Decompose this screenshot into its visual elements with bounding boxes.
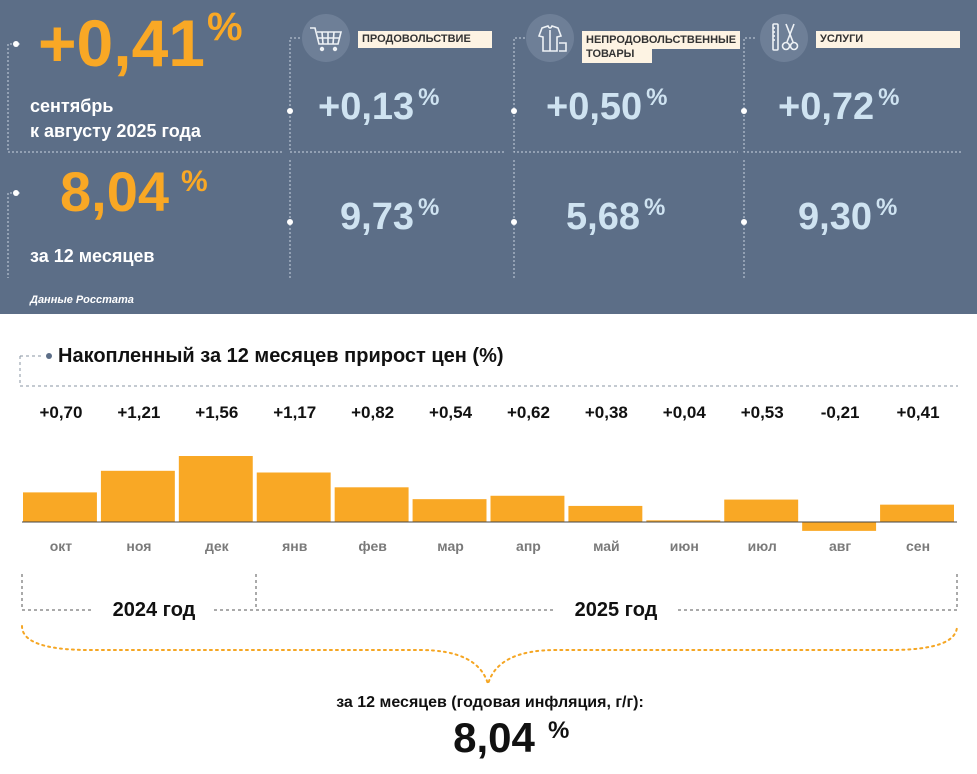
shopping-cart-icon (302, 14, 350, 62)
panel-guides (7, 37, 962, 278)
month-label-окт: окт (50, 538, 73, 554)
bar-сен (880, 504, 954, 522)
nonfood-monthly: +0,50% (546, 84, 668, 129)
bar-авг (802, 522, 877, 531)
source-note: Данные Росстата (30, 294, 134, 306)
food-annual-value: 9,73 (340, 196, 414, 238)
month-label-сен: сен (906, 538, 930, 554)
value-label-мар: +0,54 (429, 403, 473, 422)
monthly-inflation-value: +0,41 (38, 6, 205, 80)
food-monthly-pct: % (418, 84, 440, 111)
monthly-caption-line2: к августу 2025 года (30, 121, 201, 141)
value-label-дек: +1,56 (195, 403, 238, 422)
services-monthly-pct: % (878, 84, 900, 111)
food-annual: 9,73% (340, 194, 440, 239)
bar-июн (646, 520, 721, 522)
clothing-icon (526, 14, 574, 62)
value-label-июл: +0,53 (741, 403, 784, 422)
bar-мар (412, 499, 487, 522)
month-label-апр: апр (516, 538, 541, 554)
month-labels: окт ноя дек янв фев мар апр май июн июл авг сен (50, 538, 930, 554)
month-label-дек: дек (205, 538, 230, 554)
bar-янв (256, 472, 331, 522)
annual-caption: за 12 месяцев (30, 246, 155, 266)
services-monthly: +0,72% (778, 84, 900, 129)
value-label-янв: +1,17 (273, 403, 316, 422)
year-label-2024: 2024 год (113, 599, 196, 621)
title-guide (19, 355, 958, 387)
month-label-авг: авг (829, 538, 851, 554)
monthly-inflation: +0,41% (38, 5, 243, 90)
services-annual: 9,30% (798, 194, 898, 239)
month-label-ноя: ноя (126, 538, 151, 554)
month-label-июл: июл (748, 538, 777, 554)
monthly-inflation-chart: Накопленный за 12 месяцев прирост цен (%… (19, 345, 958, 761)
month-label-мар: мар (437, 538, 464, 554)
nonfood-annual-pct: % (643, 194, 666, 221)
bar-апр (490, 495, 565, 522)
bar-май (568, 505, 643, 522)
annual-inflation: 8,04% (60, 160, 208, 234)
annual-inflation-value: 8,04 (60, 160, 169, 223)
value-label-окт: +0,70 (39, 403, 82, 422)
value-labels: +0,70 +1,21 +1,56 +1,17 +0,82 +0,54 +0,62 +0,38… (39, 403, 939, 422)
bar-фев (334, 487, 409, 522)
category-nonfood-label-line1: НЕПРОДОВОЛЬСТВЕННЫЕ (586, 34, 737, 46)
value-label-июн: +0,04 (663, 403, 707, 422)
summary-pct: % (548, 717, 569, 744)
year-label-2025: 2025 год (575, 599, 658, 621)
food-annual-pct: % (417, 194, 440, 221)
bar-дек (178, 456, 253, 522)
food-monthly: +0,13% (318, 84, 440, 129)
summary-brace (21, 625, 958, 688)
monthly-caption: сентябрь к августу 2025 года (30, 94, 201, 144)
scissors-comb-icon (760, 14, 808, 62)
month-label-фев: фев (358, 538, 387, 554)
month-label-июн: июн (670, 538, 699, 554)
annual-inflation-pct: % (181, 165, 208, 198)
category-nonfood-label-line2: ТОВАРЫ (582, 45, 652, 63)
services-annual-value: 9,30 (798, 196, 872, 238)
value-label-апр: +0,62 (507, 403, 550, 422)
year-brackets (21, 574, 958, 611)
bar-ноя (100, 470, 175, 522)
monthly-caption-line1: сентябрь (30, 96, 114, 116)
title-bullet (46, 353, 52, 359)
summary-panel: +0,41% сентябрь к августу 2025 года 8,04… (0, 0, 977, 314)
summary-caption: за 12 месяцев (годовая инфляция, г/г): (336, 694, 644, 711)
value-label-май: +0,38 (585, 403, 628, 422)
bar-окт (23, 492, 97, 522)
month-label-май: май (593, 538, 620, 554)
nonfood-monthly-value: +0,50 (546, 86, 643, 128)
services-annual-pct: % (875, 194, 898, 221)
nonfood-monthly-pct: % (646, 84, 668, 111)
category-services-label: УСЛУГИ (816, 31, 960, 48)
monthly-inflation-pct: % (207, 5, 243, 49)
bars (23, 456, 954, 531)
chart-title: Накопленный за 12 месяцев прирост цен (%… (58, 345, 504, 367)
value-label-фев: +0,82 (351, 403, 394, 422)
value-label-авг: -0,21 (821, 403, 860, 422)
nonfood-annual-value: 5,68 (566, 196, 640, 238)
services-monthly-value: +0,72 (778, 86, 875, 128)
bar-июл (724, 499, 799, 522)
category-food-label: ПРОДОВОЛЬСТВИЕ (358, 31, 492, 48)
summary-value: 8,04 (453, 714, 535, 761)
nonfood-annual: 5,68% (566, 194, 666, 239)
value-label-сен: +0,41 (897, 403, 940, 422)
category-nonfood-label: НЕПРОДОВОЛЬСТВЕННЫЕ (582, 31, 740, 49)
food-monthly-value: +0,13 (318, 86, 415, 128)
month-label-янв: янв (282, 538, 308, 554)
value-label-ноя: +1,21 (117, 403, 160, 422)
